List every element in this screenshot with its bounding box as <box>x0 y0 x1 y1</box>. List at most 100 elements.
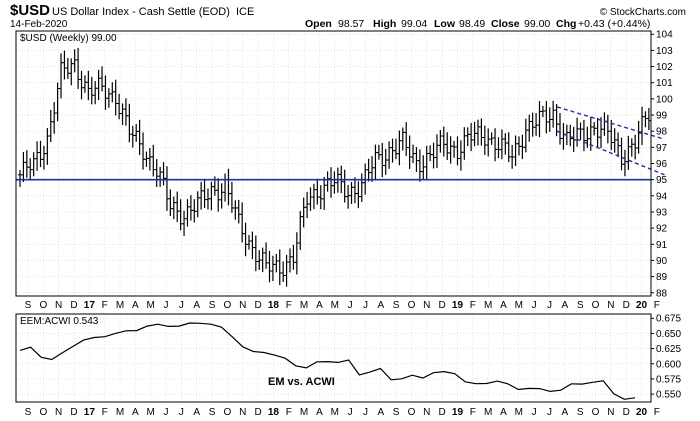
price-ytick-label: 94 <box>656 191 668 202</box>
ratio-x-month-label: M <box>116 407 124 418</box>
price-x-month-label: A <box>316 300 323 311</box>
ratio-ytick-label: 0.550 <box>656 390 681 401</box>
price-ytick-label: 104 <box>656 30 673 41</box>
open-value: 98.57 <box>338 18 364 30</box>
ratio-x-month-label: A <box>132 407 139 418</box>
high-label: High <box>373 18 396 30</box>
ratio-x-month-label: O <box>408 407 416 418</box>
close-value: 99.00 <box>524 18 550 30</box>
price-x-month-label: J <box>348 300 353 311</box>
instrument-name: US Dollar Index - Cash Settle (EOD) <box>52 6 230 18</box>
price-x-month-label: D <box>439 300 446 311</box>
price-x-year-label: 19 <box>452 300 464 311</box>
price-x-month-label: A <box>377 300 384 311</box>
price-ytick-label: 88 <box>656 288 668 299</box>
price-x-month-label: F <box>286 300 292 311</box>
price-grid <box>16 31 658 296</box>
price-x-month-label: F <box>654 300 660 311</box>
price-x-month-label: M <box>116 300 124 311</box>
price-x-month-label: D <box>254 300 261 311</box>
ratio-x-month-label: J <box>547 407 552 418</box>
symbol-label: $USD <box>10 2 50 19</box>
channel-lower-line <box>556 130 665 176</box>
ratio-x-month-label: J <box>164 407 169 418</box>
ohlc-readout: Open 98.57 High 99.04 Low 98.49 Close 99… <box>305 18 650 30</box>
price-x-month-label: J <box>547 300 552 311</box>
price-panel: 888990919293949596979899100101102103104 … <box>15 30 673 311</box>
ratio-x-month-label: N <box>239 407 246 418</box>
ratio-x-month-label: D <box>70 407 77 418</box>
high-value: 99.04 <box>401 18 427 30</box>
chg-label: Chg <box>556 18 576 30</box>
price-x-year-label: 20 <box>636 300 648 311</box>
price-x-month-label: O <box>592 300 600 311</box>
ratio-x-month-label: S <box>209 407 216 418</box>
ratio-x-month-label: N <box>607 407 614 418</box>
ratio-x-month-label: F <box>286 407 292 418</box>
price-x-month-label: J <box>179 300 184 311</box>
ratio-x-month-label: A <box>561 407 568 418</box>
price-x-month-label: A <box>500 300 507 311</box>
ratio-x-year-label: 20 <box>636 407 648 418</box>
ratio-ytick-label: 0.675 <box>656 314 681 325</box>
chg-value: +0.43 (+0.44%) <box>578 18 650 30</box>
price-x-month-label: S <box>393 300 400 311</box>
ratio-x-month-label: M <box>515 407 523 418</box>
ratio-line <box>19 322 636 400</box>
close-label: Close <box>491 18 520 30</box>
ratio-x-month-label: D <box>623 407 630 418</box>
price-ytick-label: 103 <box>656 46 673 57</box>
price-y-axis: 88 89 90 91 92 93 94 95 96 97 98 99 100 101 102 103 104 <box>651 30 673 299</box>
ratio-ytick-label: 0.575 <box>656 374 681 385</box>
price-x-month-label: J <box>532 300 537 311</box>
price-x-axis: S O N D 17 F M A M J J A S O N D 18 F M A M J J A S O N D 19 F M A M J J A S… <box>25 300 660 311</box>
ratio-annotation: EM vs. ACWI <box>268 376 335 388</box>
price-ytick-label: 91 <box>656 240 668 251</box>
ratio-x-month-label: M <box>147 407 155 418</box>
ratio-x-month-label: F <box>102 407 108 418</box>
price-x-month-label: A <box>561 300 568 311</box>
price-ytick-label: 89 <box>656 272 668 283</box>
price-x-month-label: D <box>70 300 77 311</box>
price-x-year-label: 18 <box>268 300 280 311</box>
price-x-month-label: N <box>239 300 246 311</box>
price-x-month-label: M <box>300 300 308 311</box>
price-ytick-label: 99 <box>656 111 668 122</box>
price-legend: $USD (Weekly) 99.00 <box>20 33 117 44</box>
ratio-x-month-label: N <box>55 407 62 418</box>
open-label: Open <box>305 18 332 30</box>
ratio-x-month-label: O <box>592 407 600 418</box>
ratio-x-year-label: 19 <box>452 407 464 418</box>
price-x-month-label: N <box>607 300 614 311</box>
price-x-month-label: O <box>39 300 47 311</box>
price-x-month-label: N <box>423 300 430 311</box>
ratio-ytick-label: 0.600 <box>656 359 681 370</box>
ratio-x-month-label: S <box>393 407 400 418</box>
ratio-x-month-label: S <box>25 407 32 418</box>
ratio-x-month-label: A <box>500 407 507 418</box>
ratio-panel-frame <box>15 313 652 403</box>
price-ytick-label: 92 <box>656 224 668 235</box>
ratio-x-month-label: F <box>470 407 476 418</box>
watermark: © StockCharts.com <box>600 7 686 18</box>
ratio-x-month-label: J <box>363 407 368 418</box>
ratio-x-month-label: M <box>331 407 339 418</box>
low-value: 98.49 <box>459 18 485 30</box>
price-ytick-label: 97 <box>656 143 668 154</box>
ratio-x-year-label: 17 <box>84 407 96 418</box>
price-x-month-label: J <box>164 300 169 311</box>
price-x-month-label: M <box>484 300 492 311</box>
price-x-month-label: M <box>147 300 155 311</box>
ratio-x-month-label: M <box>484 407 492 418</box>
ratio-x-month-label: A <box>193 407 200 418</box>
ratio-ytick-label: 0.650 <box>656 329 681 340</box>
price-ytick-label: 96 <box>656 159 668 170</box>
ratio-x-month-label: A <box>377 407 384 418</box>
price-x-month-label: S <box>25 300 32 311</box>
ratio-x-month-label: O <box>39 407 47 418</box>
price-x-month-label: O <box>408 300 416 311</box>
price-ytick-label: 93 <box>656 207 668 218</box>
ratio-x-month-label: J <box>348 407 353 418</box>
